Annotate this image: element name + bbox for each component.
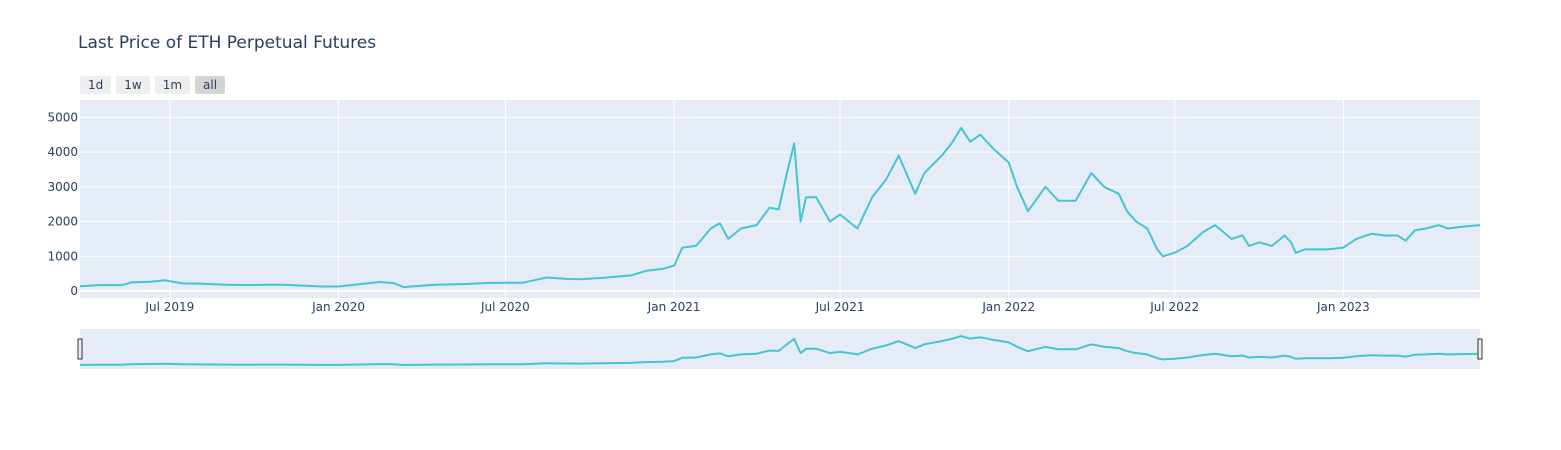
x-tick-label: Jul 2021 (815, 300, 865, 314)
y-tick-label: 2000 (47, 215, 78, 229)
range-button-all[interactable]: all (195, 76, 226, 94)
x-tick-label: Jan 2021 (647, 300, 701, 314)
y-tick-label: 0 (70, 284, 78, 298)
range-selector: 1d 1w 1m all (80, 76, 226, 94)
range-button-1d[interactable]: 1d (80, 76, 112, 94)
rangeslider-handle-left[interactable] (77, 338, 83, 360)
rangeslider-handle-right[interactable] (1477, 338, 1483, 360)
x-tick-label: Jan 2023 (1316, 300, 1370, 314)
x-tick-label: Jan 2020 (311, 300, 365, 314)
x-tick-label: Jul 2020 (480, 300, 530, 314)
range-button-1w[interactable]: 1w (116, 76, 150, 94)
y-tick-label: 4000 (47, 145, 78, 159)
chart-title: Last Price of ETH Perpetual Futures (78, 33, 377, 53)
y-tick-label: 1000 (47, 249, 78, 263)
rangeslider-series-line (79, 335, 1481, 366)
y-tick-label: 5000 (47, 110, 78, 124)
x-tick-label: Jan 2022 (981, 300, 1035, 314)
x-tick-label: Jul 2022 (1149, 300, 1199, 314)
x-tick-label: Jul 2019 (144, 300, 194, 314)
range-button-1m[interactable]: 1m (154, 76, 191, 94)
price-series-line (79, 126, 1481, 289)
y-tick-label: 3000 (47, 180, 78, 194)
